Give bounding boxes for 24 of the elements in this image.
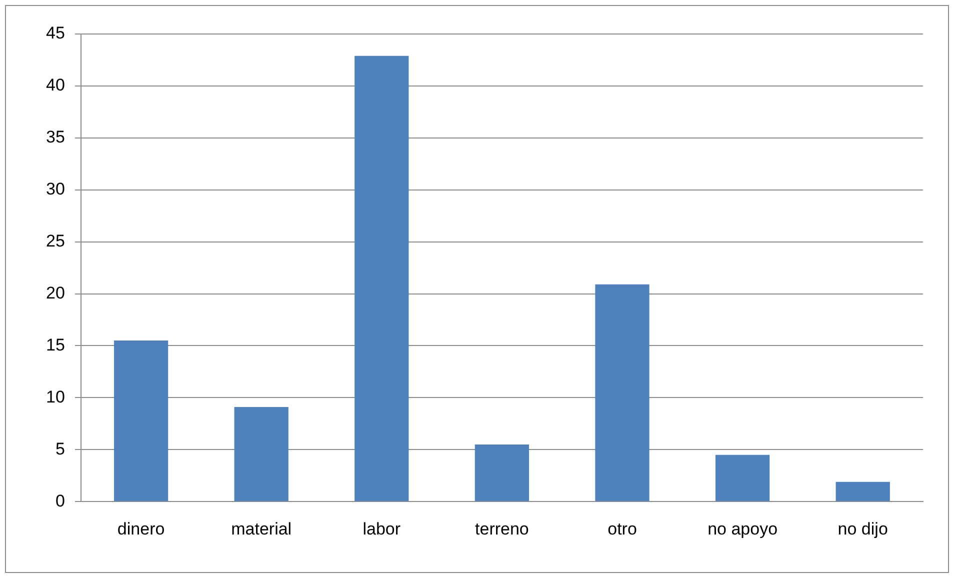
y-tick-label: 35: [46, 128, 65, 147]
y-tick-label: 0: [55, 491, 65, 510]
bar: [474, 444, 530, 502]
x-tick-label: otro: [608, 519, 637, 538]
bar: [715, 454, 770, 502]
x-tick-label: dinero: [117, 519, 165, 538]
y-tick-label: 30: [46, 180, 65, 199]
y-tick-label: 5: [55, 439, 65, 458]
y-tick-label: 20: [46, 283, 65, 302]
y-tick-label: 15: [46, 335, 65, 354]
y-tick-label: 25: [46, 232, 65, 251]
y-tick-label: 40: [46, 76, 65, 95]
x-tick-label: terreno: [475, 519, 529, 538]
bar: [234, 407, 288, 502]
bar: [114, 340, 168, 502]
bar: [354, 56, 409, 502]
bar: [836, 482, 890, 502]
x-tick-label: material: [231, 519, 292, 538]
y-tick-label: 10: [46, 387, 65, 406]
x-tick-label: no dijo: [838, 519, 888, 538]
x-tick-label: no apoyo: [708, 519, 778, 538]
bar: [595, 284, 650, 502]
x-tick-label: labor: [362, 519, 401, 538]
y-tick-label: 45: [46, 24, 65, 43]
